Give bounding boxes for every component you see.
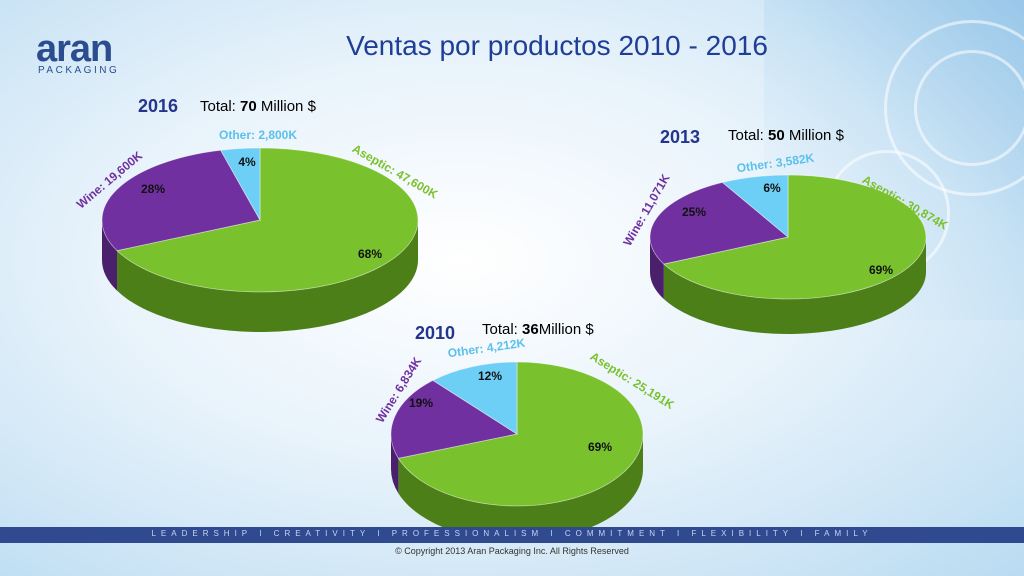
pie-slice-aseptic: [116, 147, 419, 293]
total-suffix: Million $: [784, 127, 844, 144]
pie-slice-wine: [649, 181, 789, 265]
pie-slice-other: [432, 361, 518, 435]
pie-slice-wine: [101, 149, 261, 252]
pie-side-aseptic: [398, 434, 643, 541]
pie-percent-label-aseptic: 68%: [358, 247, 382, 261]
footer-values: LEADERSHIP I CREATIVITY I PROFESSIONALIS…: [151, 529, 873, 538]
pie-slice-aseptic: [397, 361, 644, 507]
total-suffix: Million $: [256, 98, 316, 115]
company-logo: aran PACKAGING: [36, 28, 140, 78]
pie-percent-label-aseptic: 69%: [588, 440, 612, 454]
logo-subtitle: PACKAGING: [38, 65, 120, 76]
year-label-2013: 2013: [660, 127, 701, 147]
pie-percent-label-wine: 19%: [409, 396, 433, 410]
pie-side-wine: [650, 237, 664, 300]
pie-slice-aseptic: [662, 174, 927, 300]
pie-percent-label-wine: 25%: [682, 205, 706, 219]
total-value: 70: [240, 98, 257, 115]
total-prefix: Total:: [728, 127, 769, 144]
total-value: 36: [522, 321, 539, 338]
pie-percent-label-other: 12%: [478, 369, 502, 383]
total-2013: Total: 50 Million $: [728, 127, 844, 144]
total-prefix: Total:: [200, 98, 241, 115]
pie-slice-other: [721, 174, 789, 238]
year-label-2016: 2016: [138, 96, 179, 116]
pie-percent-label-aseptic: 69%: [869, 263, 893, 277]
year-label-2010: 2010: [415, 323, 456, 343]
pie-category-label-other: Other: 2,800K: [219, 128, 297, 142]
pie-percent-label-wine: 28%: [141, 182, 165, 196]
pie-side-wine: [391, 434, 399, 494]
total-prefix: Total:: [482, 321, 523, 338]
logo-word: aran: [36, 28, 113, 70]
pie-slice-wine: [390, 379, 519, 459]
pie-side-aseptic: [117, 220, 418, 333]
pie-percent-label-other: 4%: [238, 155, 256, 169]
pie-category-label-other: Other: 3,582K: [736, 151, 816, 176]
pie-percent-label-other: 6%: [763, 181, 781, 195]
pie-category-label-other: Other: 4,212K: [447, 336, 527, 361]
total-value: 50: [768, 127, 785, 144]
pie-slice-other: [220, 147, 261, 222]
pie-side-aseptic: [663, 237, 926, 334]
total-suffix: Million $: [538, 321, 594, 338]
pie-side-wine: [102, 220, 118, 291]
copyright: © Copyright 2013 Aran Packaging Inc. All…: [395, 546, 629, 556]
total-2010: Total: 36Million $: [482, 321, 594, 338]
page-title: Ventas por productos 2010 - 2016: [346, 30, 768, 61]
footer-band: [0, 527, 1024, 543]
total-2016: Total: 70 Million $: [200, 98, 316, 115]
